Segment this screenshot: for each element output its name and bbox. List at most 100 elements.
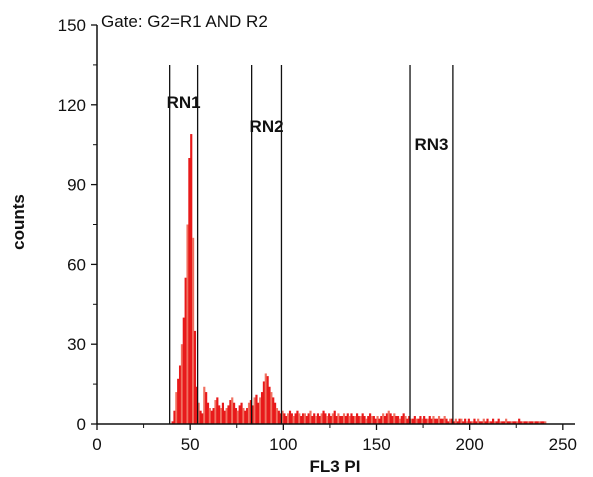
histogram-bar: [423, 416, 426, 424]
histogram-bar: [542, 421, 545, 424]
histogram-bar: [320, 413, 323, 424]
histogram-bar: [505, 418, 508, 424]
histogram-bar: [346, 413, 349, 424]
histogram-bar: [441, 418, 444, 424]
histogram-bar: [376, 416, 379, 424]
histogram-bar: [214, 400, 217, 424]
histogram-bar: [313, 413, 316, 424]
histogram-bar: [190, 134, 193, 424]
histogram-bar: [415, 418, 418, 424]
histogram-bar: [328, 413, 331, 424]
histogram-bar: [480, 421, 483, 424]
histogram-bar: [249, 400, 252, 424]
histogram-bar: [219, 408, 223, 424]
histogram-bar: [402, 413, 405, 424]
histogram-bar: [538, 421, 541, 424]
histogram-bar: [244, 410, 247, 424]
histogram-bar: [255, 394, 258, 424]
histogram-bar: [233, 402, 236, 424]
histogram-bar: [238, 405, 241, 424]
histogram-bar: [188, 158, 191, 424]
histogram-bar: [180, 344, 184, 424]
histogram-bar: [339, 416, 342, 424]
histogram-bar: [300, 416, 303, 424]
histogram-bar: [490, 421, 493, 424]
histogram-bar: [341, 416, 344, 424]
histogram-bar: [469, 421, 472, 424]
histogram-bar: [257, 402, 260, 424]
histogram-bar: [195, 386, 198, 424]
histogram-bar: [523, 421, 526, 424]
histogram-bar: [363, 416, 366, 424]
axes: [96, 25, 575, 425]
histogram-bar: [396, 416, 400, 424]
histogram-bar: [452, 421, 456, 424]
histogram-bar: [445, 418, 448, 424]
histogram-bar: [525, 421, 528, 424]
histogram-bar: [454, 418, 457, 424]
histogram-bar: [359, 416, 362, 424]
histogram-bar: [544, 421, 547, 424]
histogram-bar: [354, 416, 357, 424]
histogram-bar: [516, 421, 519, 424]
histogram-bar: [529, 421, 532, 424]
histogram-bar: [350, 413, 353, 424]
histogram-bar: [218, 405, 221, 424]
histogram-bar: [534, 421, 538, 424]
histogram-bar: [326, 416, 329, 424]
histogram-bar: [285, 416, 288, 424]
histogram-bar: [419, 416, 422, 424]
histogram-bar: [253, 397, 256, 424]
histogram-bar: [370, 416, 374, 424]
histogram-bar: [521, 421, 524, 424]
histogram-bar: [324, 413, 327, 424]
histogram-bar: [374, 418, 377, 424]
histogram-bar: [473, 418, 476, 424]
histogram-bar: [536, 421, 539, 424]
histogram-bar: [540, 421, 543, 424]
histogram-bar: [393, 413, 396, 424]
histogram-bar: [216, 397, 219, 424]
histogram-bar: [311, 416, 314, 424]
histogram-bar: [247, 402, 251, 424]
histogram-bar: [486, 418, 489, 424]
histogram-bar: [421, 418, 424, 424]
histogram-bar: [383, 416, 387, 424]
histogram-bar: [236, 410, 239, 424]
histogram-bar: [413, 416, 416, 424]
histogram-bar: [477, 418, 480, 424]
histogram-bar: [275, 408, 279, 424]
histogram-bar: [206, 402, 210, 424]
histogram-bar: [464, 418, 467, 424]
histogram-bar: [337, 413, 340, 424]
histogram-bar: [315, 416, 318, 424]
histogram-bar: [400, 416, 403, 424]
histogram-bar: [426, 418, 429, 424]
histogram-bar: [212, 408, 215, 424]
x-tick-label: 100: [269, 435, 297, 454]
histogram-bar: [447, 421, 450, 424]
histogram-bar: [382, 413, 385, 424]
histogram-bar: [387, 410, 390, 424]
histogram-bar: [495, 421, 498, 424]
histogram-bar: [208, 408, 211, 424]
histogram-bar: [171, 421, 174, 424]
histogram-bar: [465, 421, 469, 424]
histogram-bar: [391, 416, 394, 424]
region-labels: RN1 RN2 RN3: [167, 93, 449, 154]
histogram-bar: [177, 378, 180, 424]
histogram-bar: [518, 418, 521, 424]
histogram-bar: [305, 416, 308, 424]
histogram-bar: [385, 413, 388, 424]
histogram-bar: [227, 405, 230, 424]
histogram-bar: [322, 410, 325, 424]
histogram-bar: [436, 418, 439, 424]
x-tick-label: 0: [92, 435, 101, 454]
histogram-bar: [434, 418, 437, 424]
gate-label: Gate: G2=R1 AND R2: [101, 12, 268, 31]
histogram-bar: [503, 421, 506, 424]
histogram-bar: [531, 421, 534, 424]
x-tick-label: 200: [455, 435, 483, 454]
histogram-bar: [458, 418, 461, 424]
